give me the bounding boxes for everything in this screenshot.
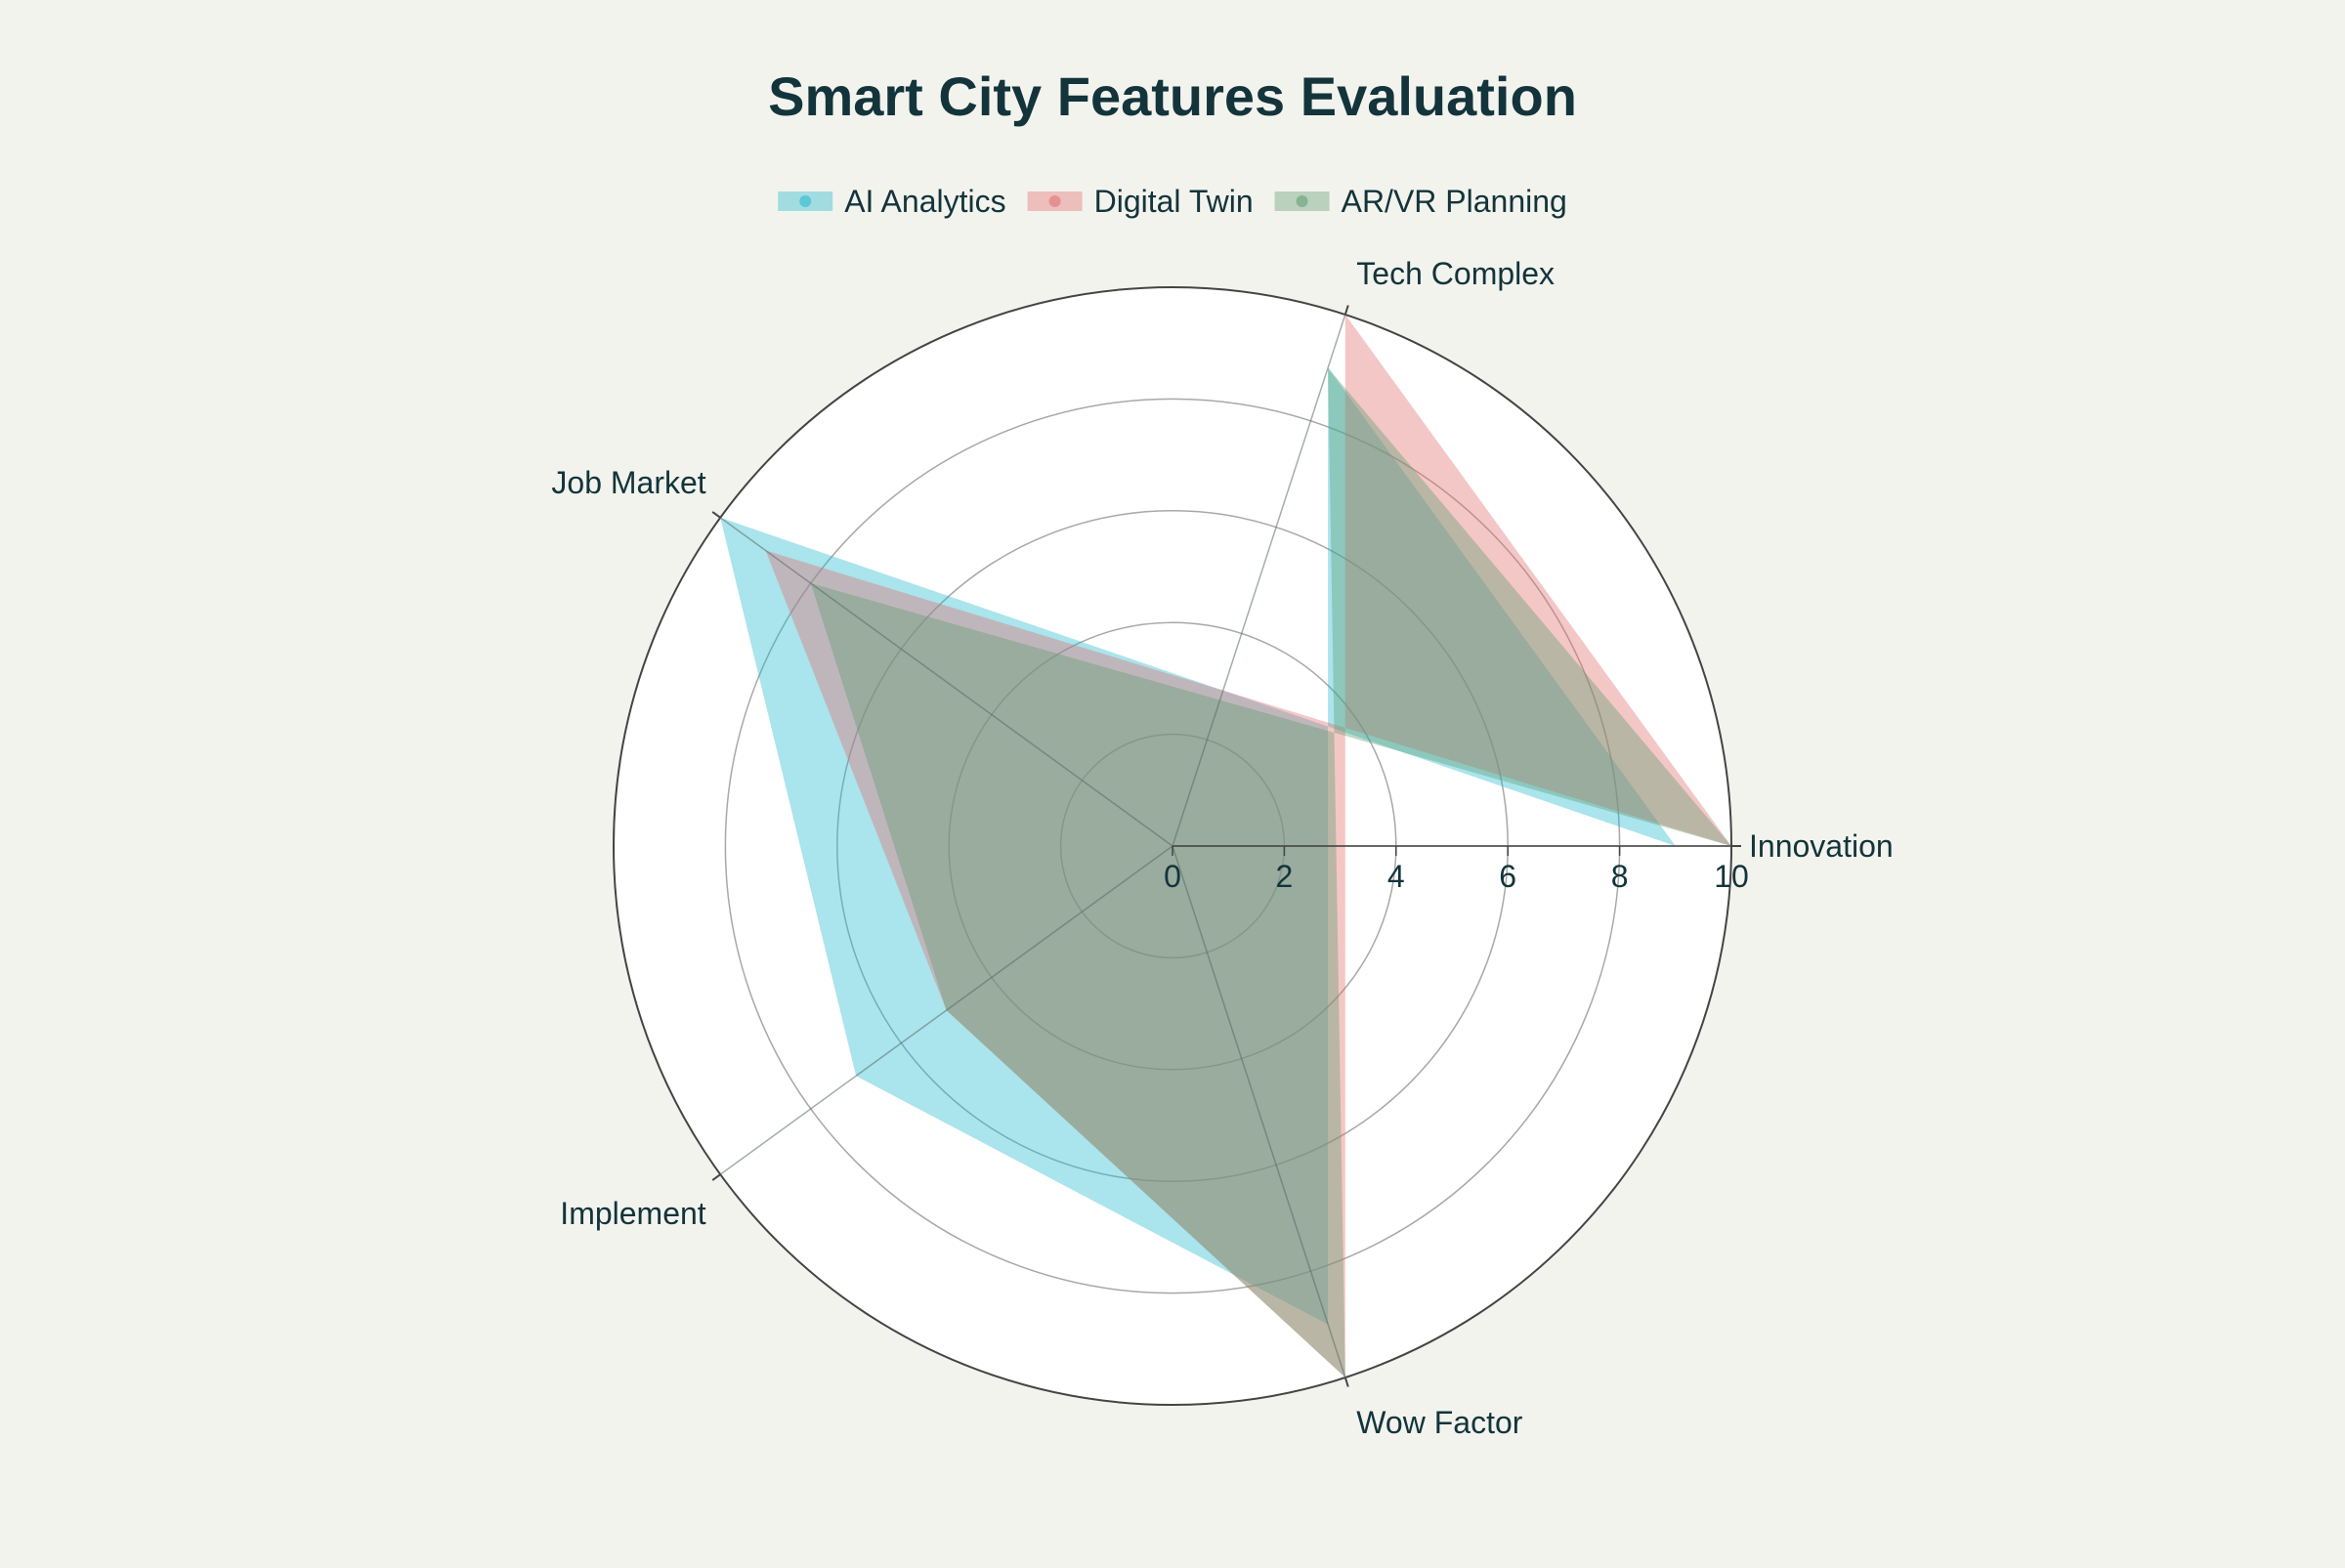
spoke-implement <box>719 845 1173 1175</box>
radial-tick-label-2: 2 <box>1276 859 1294 894</box>
legend-item-ai-analytics: AI Analytics <box>778 184 1006 219</box>
legend-marker-digital-twin <box>1048 195 1061 207</box>
radial-tick-label-10: 10 <box>1714 859 1749 894</box>
legend-item-digital-twin: Digital Twin <box>1027 184 1254 219</box>
spoke-end-tick-wow-factor <box>1343 1377 1349 1387</box>
spoke-end-tick-job-market <box>711 511 721 519</box>
spoke-end-tick-implement <box>711 1173 721 1181</box>
axis-label-implement: Implement <box>560 1196 706 1231</box>
spoke-wow-factor <box>1172 845 1346 1378</box>
radial-tick-labels: 0 2 4 6 8 10 <box>1164 846 1749 894</box>
chart-title: Smart City Features Evaluation <box>768 65 1577 127</box>
axis-label-innovation: Innovation <box>1749 828 1894 864</box>
series-ar-vr-planning-area <box>810 367 1731 1377</box>
radial-tick-label-0: 0 <box>1164 859 1181 894</box>
axis-label-tech-complex: Tech Complex <box>1356 256 1555 291</box>
axis-label-job-market: Job Market <box>551 465 705 500</box>
axis-spokes <box>711 305 1741 1387</box>
axis-labels: Innovation Tech Complex Wow Factor Implemen… <box>551 256 1893 1440</box>
legend-marker-ai-analytics <box>799 195 812 207</box>
radial-tick-label-6: 6 <box>1499 859 1516 894</box>
spoke-tech-complex <box>1172 314 1346 847</box>
axis-label-wow-factor: Wow Factor <box>1356 1405 1522 1440</box>
legend-label-digital-twin: Digital Twin <box>1094 184 1254 219</box>
radial-tick-label-4: 4 <box>1387 859 1405 894</box>
legend: AI Analytics Digital Twin AR/VR Planning <box>778 184 1567 219</box>
spoke-end-tick-tech-complex <box>1343 305 1349 316</box>
legend-marker-ar-vr-planning <box>1296 195 1308 207</box>
legend-label-ai-analytics: AI Analytics <box>844 184 1005 219</box>
legend-item-ar-vr-planning: AR/VR Planning <box>1274 184 1567 219</box>
spoke-job-market <box>719 517 1173 847</box>
legend-label-ar-vr-planning: AR/VR Planning <box>1342 184 1567 219</box>
radial-tick-label-8: 8 <box>1611 859 1629 894</box>
